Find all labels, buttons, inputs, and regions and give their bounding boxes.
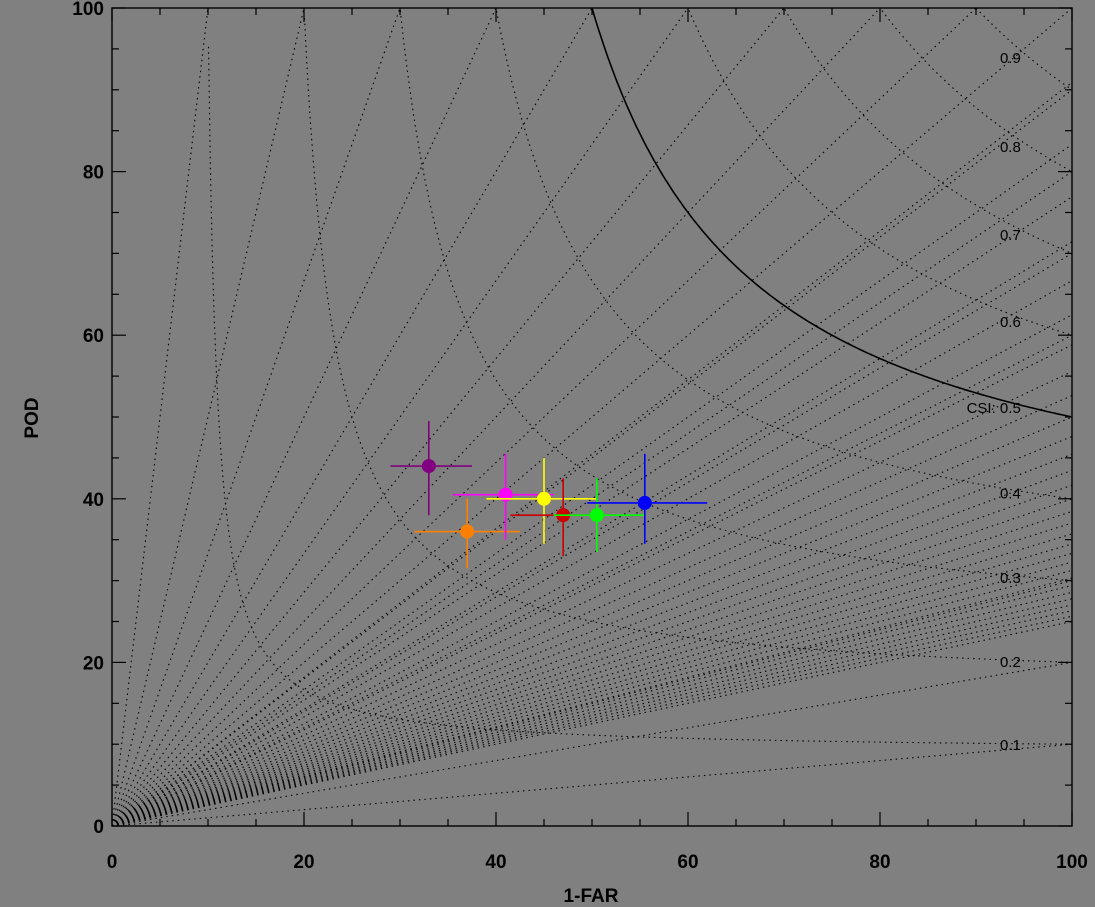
data-point (498, 487, 513, 502)
csi-line (879, 8, 1071, 172)
bias-line (112, 453, 1072, 826)
csi-label: 0.6 (1000, 314, 1021, 331)
bias-line (112, 469, 1072, 826)
bias-line (112, 743, 1072, 826)
bias-line (112, 598, 1072, 826)
bias-line (112, 552, 1072, 826)
bias-line (112, 280, 1072, 826)
bias-line (112, 604, 1072, 826)
bias-line (112, 484, 1072, 826)
bias-line (112, 8, 1072, 826)
csi-line (687, 8, 1071, 336)
csi-label: 0.9 (1000, 50, 1021, 67)
bias-line (112, 171, 1072, 826)
y-tick-label: 80 (83, 163, 104, 184)
csi-label: 0.3 (1000, 570, 1021, 587)
bias-line (112, 8, 497, 826)
bias-line (112, 498, 1072, 826)
csi-contours (207, 8, 1071, 745)
bias-line (112, 8, 305, 826)
bias-line (112, 8, 785, 826)
y-tick-label: 0 (93, 817, 104, 838)
data-point (460, 524, 475, 539)
y-axis-label: POD (22, 397, 43, 438)
x-tick-label: 0 (107, 852, 118, 873)
csi-label: 0.8 (1000, 139, 1021, 156)
x-tick-label: 20 (293, 852, 314, 873)
bias-line (112, 569, 1072, 826)
bias-line (112, 241, 1072, 826)
y-tick-label: 20 (83, 653, 104, 674)
bias-line (112, 394, 1072, 826)
x-tick-label: 80 (869, 852, 890, 873)
bias-line (112, 510, 1072, 826)
bias-line (112, 81, 1072, 826)
y-tick-label: 40 (83, 490, 104, 511)
bias-line (112, 143, 1072, 826)
bias-line (112, 435, 1072, 826)
x-tick-label: 40 (485, 852, 506, 873)
bias-line (112, 8, 209, 826)
bias-line (112, 8, 689, 826)
bias-line (112, 334, 1072, 826)
bias-line (112, 533, 1072, 826)
csi-line (495, 8, 1071, 500)
csi-line (207, 46, 1071, 745)
csi-line (399, 8, 1071, 582)
bias-line (112, 89, 1072, 826)
bias-line (112, 371, 1072, 826)
data-points (390, 421, 708, 569)
data-point (537, 491, 551, 506)
bias-line (112, 344, 1072, 826)
bias-line (112, 314, 1072, 826)
x-tick-label: 60 (677, 852, 698, 873)
bias-lines (112, 8, 1072, 826)
x-axis-label: 1-FAR (564, 886, 619, 907)
csi-labels: 0.1 0.2 0.3 0.4 CSI: 0.5 0.6 0.7 0.8 0.9 (967, 50, 1021, 754)
bias-line (112, 522, 1072, 826)
csi-label: 0.7 (1000, 227, 1021, 244)
csi-line (303, 18, 1071, 663)
csi-line (783, 8, 1071, 254)
csi-label: 0.2 (1000, 654, 1021, 671)
csi-label: 0.4 (1000, 486, 1021, 503)
y-tick-label: 100 (72, 0, 104, 20)
data-point (421, 459, 436, 474)
bias-line (112, 252, 1072, 826)
csi-label: CSI: 0.5 (967, 400, 1021, 417)
bias-line (112, 584, 1072, 826)
csi-label: 0.1 (1000, 737, 1021, 754)
x-tick-label: 100 (1056, 852, 1088, 873)
csi-line-highlight (591, 8, 1071, 418)
data-point (637, 495, 652, 510)
bias-line (112, 561, 1072, 826)
bias-line (112, 620, 1072, 826)
bias-line (112, 8, 401, 826)
bias-line (112, 8, 881, 826)
data-point (589, 508, 604, 523)
bias-line (112, 577, 1072, 826)
bias-line (112, 610, 1072, 826)
axis-ticks: 0 20 40 60 80 100 0 20 40 60 80 100 (72, 0, 1088, 873)
y-tick-label: 60 (83, 326, 104, 347)
bias-line (112, 8, 977, 826)
bias-line (112, 543, 1072, 826)
csi-line (975, 8, 1071, 90)
bias-line (112, 591, 1072, 826)
bias-line (112, 416, 1072, 826)
